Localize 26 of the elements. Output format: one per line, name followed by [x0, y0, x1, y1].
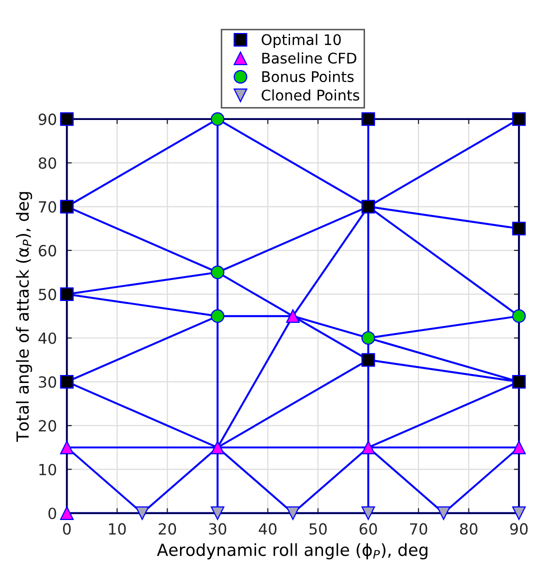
x-tick-label: 50: [309, 523, 327, 535]
y-tick-label: 50: [38, 288, 56, 300]
y-tick-label: 20: [38, 420, 56, 432]
x-tick-label: 30: [209, 523, 226, 535]
y-tick-label: 80: [38, 157, 56, 169]
y-tick-label: 40: [38, 332, 56, 344]
x-tick-label: 20: [158, 523, 176, 535]
legend-label: Baseline CFD: [262, 52, 356, 64]
y-tick-label: 0: [48, 508, 56, 520]
y-tick-label: 70: [38, 201, 56, 213]
y-tick-label: 60: [38, 244, 56, 256]
y-tick-label: 10: [39, 464, 56, 476]
x-axis-title: Aerodynamic roll angle (ϕ$_{P}$), deg: [156, 543, 428, 560]
x-tick-label: 80: [460, 523, 478, 535]
legend-label: Bonus Points: [262, 70, 354, 82]
y-tick-label: 90: [38, 114, 56, 126]
x-tick-label: 90: [510, 523, 528, 535]
y-tick-label: 30: [38, 376, 56, 388]
x-tick-label: 60: [360, 523, 377, 535]
x-tick-label: 0: [63, 523, 71, 535]
legend-label: Cloned Points: [262, 89, 360, 101]
x-tick-label: 10: [109, 523, 126, 535]
x-tick-label: 40: [258, 523, 277, 535]
y-axis-title: Total angle of attack (α$_{P}$), deg: [16, 192, 32, 442]
legend-label: Optimal 10: [262, 34, 341, 48]
x-tick-label: 70: [410, 523, 428, 535]
